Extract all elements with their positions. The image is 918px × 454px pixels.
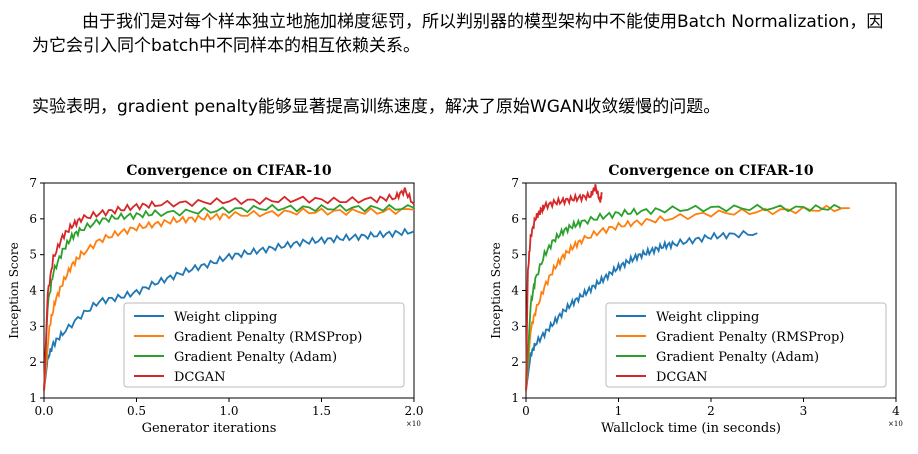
series-line-dcgan <box>525 184 603 391</box>
chart-title: Convergence on CIFAR-10 <box>608 163 814 179</box>
x-tick-label: 0 <box>522 404 530 418</box>
y-tick-label: 5 <box>29 248 37 262</box>
x-axis-label: Wallclock time (in seconds) <box>601 421 781 436</box>
x-multiplier: ×10 <box>888 420 903 428</box>
legend-label: Weight clipping <box>656 310 759 325</box>
series-line-weight-clipping <box>43 227 415 391</box>
y-tick-label: 6 <box>511 212 519 226</box>
legend-label: Gradient Penalty (Adam) <box>174 350 337 365</box>
x-tick-label: 2.0 <box>404 404 423 418</box>
legend-label: Gradient Penalty (RMSProp) <box>174 330 362 345</box>
x-tick-label: 4 <box>892 404 900 418</box>
series-line-dcgan <box>43 187 415 391</box>
x-tick-label: 3 <box>800 404 808 418</box>
x-tick-label: 1 <box>615 404 623 418</box>
y-tick-label: 4 <box>29 284 37 298</box>
y-axis-label: Inception Score <box>7 242 21 338</box>
series-line-gradient-penalty-adam- <box>525 203 841 391</box>
legend-label: Weight clipping <box>174 310 277 325</box>
y-tick-label: 7 <box>29 176 37 190</box>
x-tick-label: 1.0 <box>219 404 238 418</box>
series-line-gradient-penalty-rmsprop- <box>43 207 415 391</box>
x-multiplier: ×10 <box>406 420 421 428</box>
y-axis-label: Inception Score <box>489 242 503 338</box>
y-tick-label: 7 <box>511 176 519 190</box>
legend-label: DCGAN <box>656 370 708 385</box>
legend-box <box>123 302 405 388</box>
chart-title: Convergence on CIFAR-10 <box>126 163 332 179</box>
legend-label: Gradient Penalty (RMSProp) <box>656 330 844 345</box>
y-tick-label: 1 <box>511 391 519 405</box>
series-line-weight-clipping <box>525 229 758 391</box>
x-axis-label: Generator iterations <box>142 421 277 436</box>
y-tick-label: 3 <box>511 319 519 333</box>
series-line-gradient-penalty-adam- <box>43 203 415 391</box>
y-tick-label: 3 <box>29 319 37 333</box>
x-tick-label: 2 <box>707 404 715 418</box>
paragraph-batchnorm: 由于我们是对每个样本独立地施加梯度惩罚，所以判别器的模型架构中不能使用Batch… <box>32 12 884 56</box>
chart-generator-iterations: Convergence on CIFAR-10 1 2 3 4 5 6 7 0.0 0.5 1.0 1… <box>7 163 424 436</box>
legend-label: DCGAN <box>174 370 226 385</box>
paragraph-gradient-penalty: 实验表明，gradient penalty能够显著提高训练速度，解决了原始WGA… <box>32 97 721 117</box>
y-tick-label: 6 <box>29 212 37 226</box>
x-tick-label: 0.0 <box>34 404 53 418</box>
y-tick-label: 4 <box>511 284 519 298</box>
legend-box <box>605 302 887 388</box>
y-tick-label: 5 <box>511 248 519 262</box>
y-tick-label: 2 <box>29 355 37 369</box>
x-tick-label: 1.5 <box>312 404 331 418</box>
y-tick-label: 2 <box>511 355 519 369</box>
legend-label: Gradient Penalty (Adam) <box>656 350 819 365</box>
x-tick-label: 0.5 <box>127 404 146 418</box>
y-tick-label: 1 <box>29 391 37 405</box>
series-line-gradient-penalty-rmsprop- <box>525 204 850 391</box>
